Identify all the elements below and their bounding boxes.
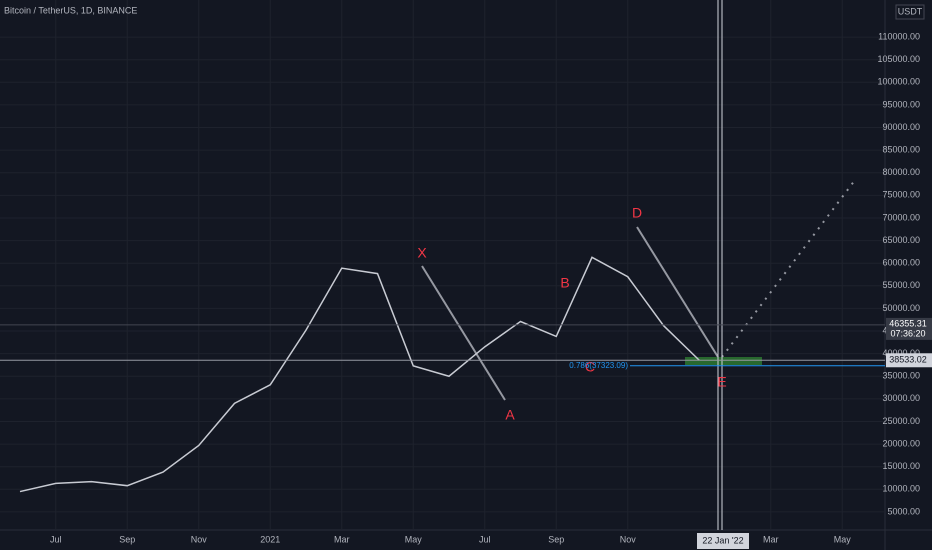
y-tick-label: 55000.00 [882,280,920,290]
x-tick-label: Jul [50,534,62,544]
grid [0,0,885,530]
plot: X A B C D E [0,0,885,530]
x-tick-label: Mar [334,534,350,544]
chart-title: Bitcoin / TetherUS, 1D, BINANCE [4,5,137,15]
y-tick-label: 95000.00 [882,99,920,109]
y-tick-label: 75000.00 [882,190,920,200]
wave-label: D [632,205,642,221]
cursor-price-label: 38533.02 [889,355,927,365]
y-tick-label: 100000.00 [877,77,920,87]
x-tick-label: Nov [191,534,208,544]
fib-label: 0.786(37323.09) [569,361,628,370]
y-tick-label: 35000.00 [882,371,920,381]
y-tick-label: 60000.00 [882,258,920,268]
x-tick-label: Mar [763,534,779,544]
y-tick-label: 80000.00 [882,167,920,177]
y-tick-label: 5000.00 [887,506,920,516]
y-tick-label: 10000.00 [882,484,920,494]
x-tick-label: Nov [620,534,637,544]
wave-label: C [585,359,595,375]
target-zone [685,357,762,365]
x-tick-label: Jul [479,534,491,544]
x-tick-label: May [405,534,423,544]
currency: USDT [898,6,923,16]
countdown: 07:36:20 [890,328,925,338]
cursor-date: 22 Jan '22 [702,535,743,545]
wave-label: E [717,374,726,390]
y-tick-label: 110000.00 [878,31,920,41]
wave-label: A [505,407,515,423]
y-tick-label: 85000.00 [882,145,920,155]
wave-label: X [417,245,427,261]
x-tick-label: Sep [119,534,135,544]
y-tick-label: 90000.00 [882,122,920,132]
x-tick-label: 2021 [260,534,280,544]
y-tick-label: 30000.00 [882,393,920,403]
y-tick-label: 15000.00 [882,461,920,471]
pattern-line [636,226,719,358]
pattern-line [421,265,506,401]
currency-box [895,4,925,20]
last-price-label: 46355.31 [889,318,927,328]
x-tick-label: May [834,534,852,544]
y-tick-label: 65000.00 [882,235,920,245]
projection-line [721,179,856,358]
y-tick-label: 40000.00 [882,348,920,358]
cursor-price-tag [886,353,932,368]
x-tick-label: Sep [548,534,564,544]
y-tick-label: 20000.00 [882,438,920,448]
y-tick-label: 50000.00 [882,303,920,313]
y-tick-label: 70000.00 [882,212,920,222]
price-line [19,256,700,493]
y-tick-label: 105000.00 [877,54,920,64]
wave-label: B [560,275,569,291]
cursor-date-tag [697,533,749,549]
y-tick-label: 25000.00 [882,416,920,426]
price-tag [886,317,932,340]
